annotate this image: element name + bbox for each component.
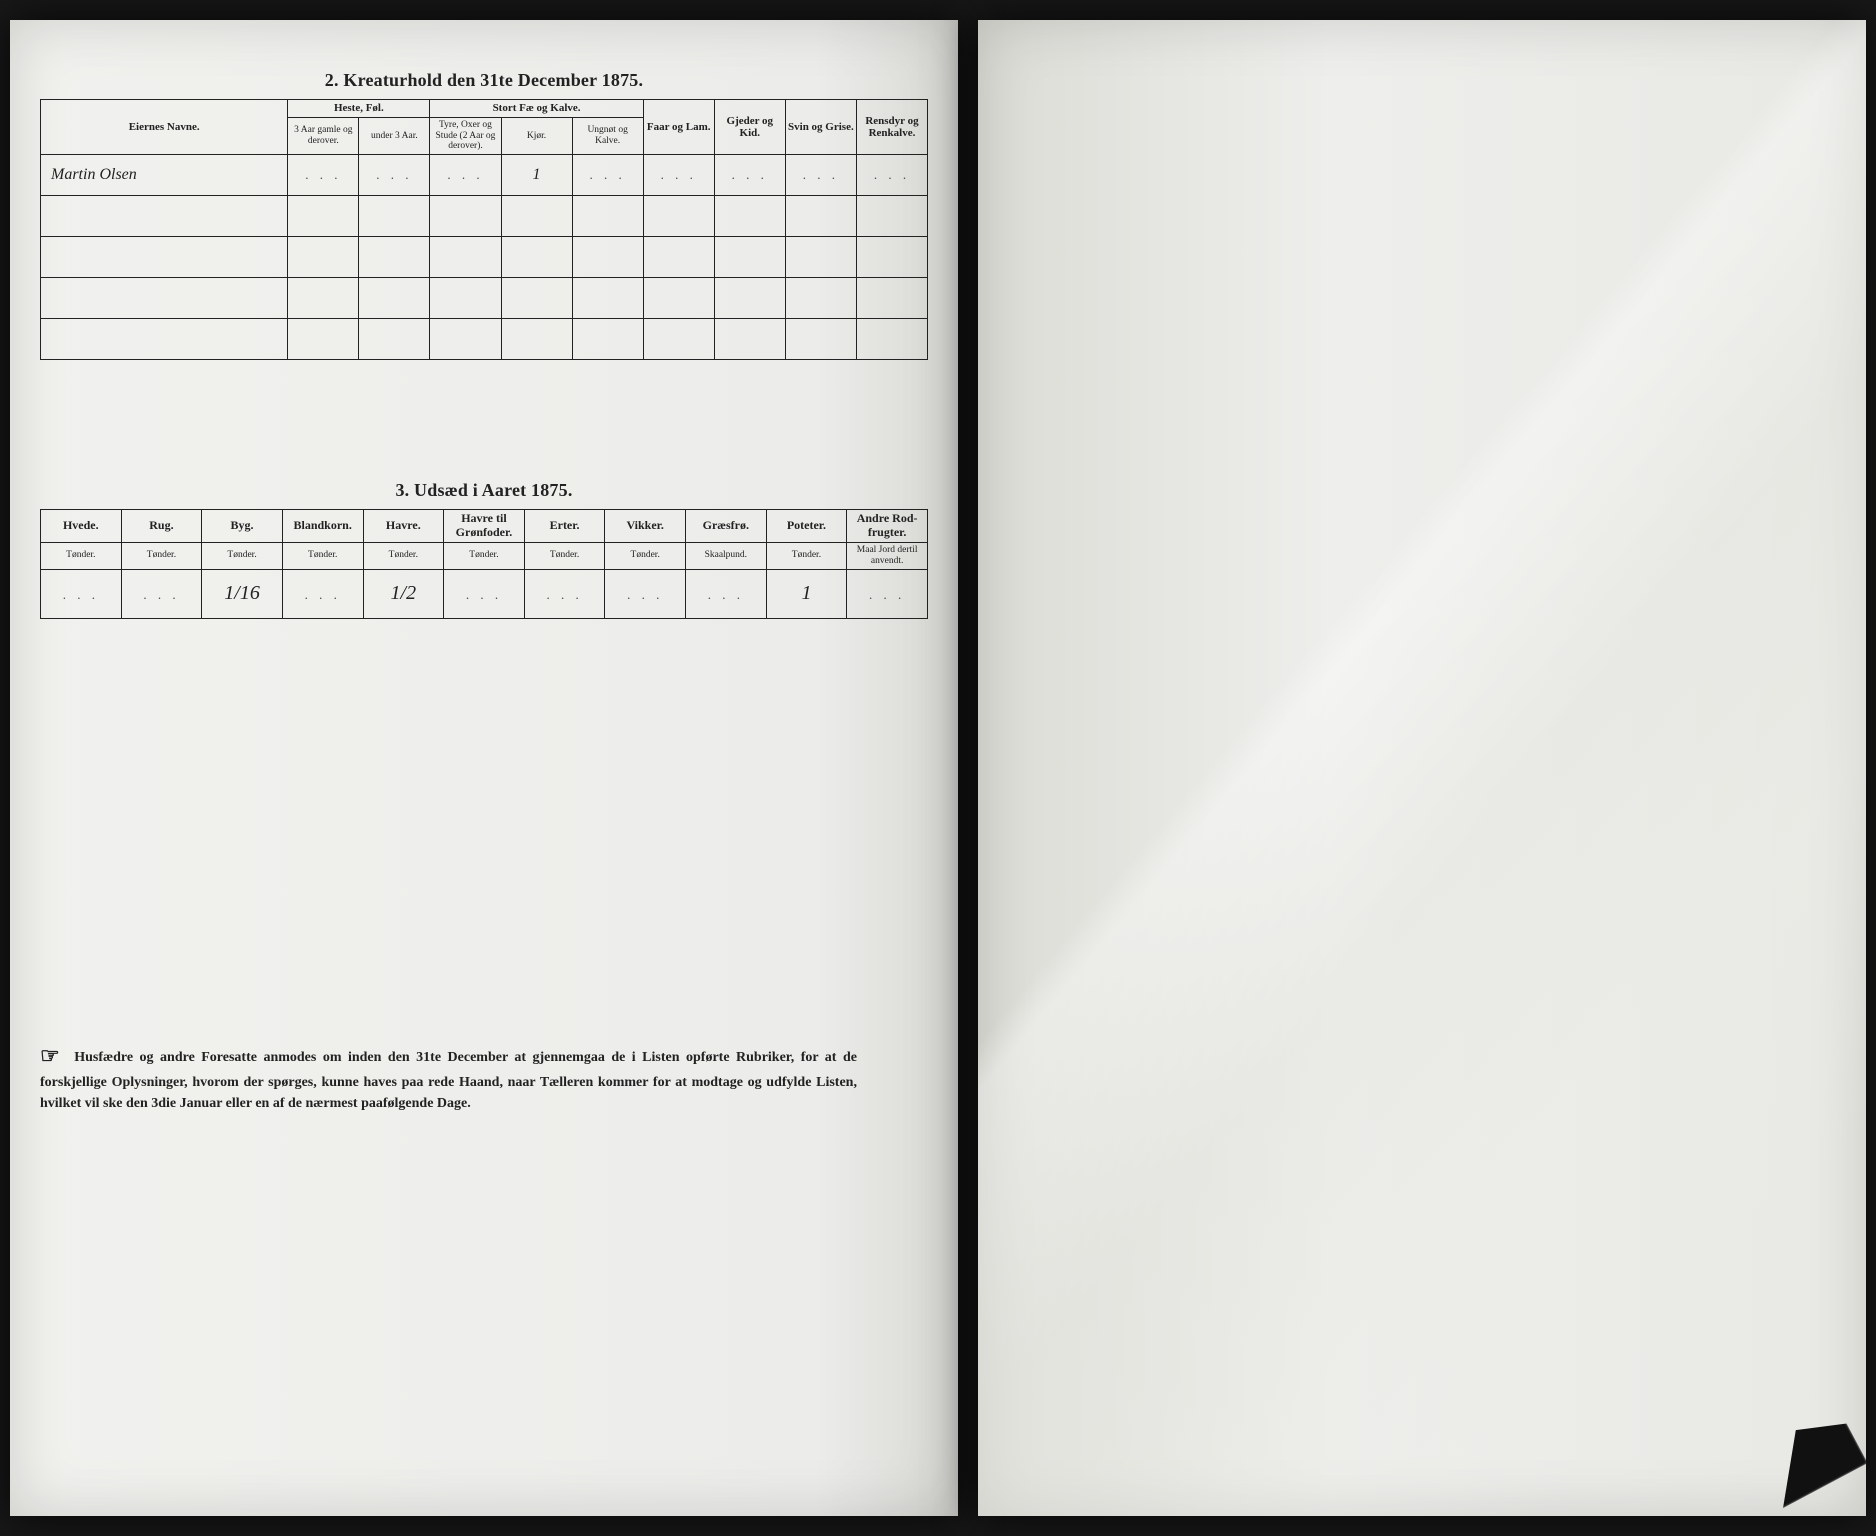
cell: 1 [501, 155, 572, 196]
cell: . . . [288, 155, 359, 196]
unit: Skaalpund. [686, 543, 767, 570]
col-fae: Stort Fæ og Kalve. [430, 100, 643, 118]
cell: . . . [444, 569, 525, 618]
cell: . . . [430, 155, 501, 196]
unit: Tønder. [282, 543, 363, 570]
pointing-hand-icon: ☞ [40, 1039, 60, 1072]
unit: Tønder. [41, 543, 122, 570]
cell: . . . [785, 155, 856, 196]
right-page [978, 20, 1866, 1516]
footnote-text: Husfædre og andre Foresatte anmodes om i… [40, 1050, 857, 1111]
cell: 1/2 [363, 569, 444, 618]
table-row [41, 196, 928, 237]
cell-name [41, 237, 288, 278]
cell: . . . [847, 569, 928, 618]
cell: . . . [856, 155, 927, 196]
col-gjeder: Gjeder og Kid. [714, 100, 785, 155]
col: Havre til Grønfoder. [444, 510, 525, 543]
table-row [41, 278, 928, 319]
col-rensdyr: Rensdyr og Renkalve. [856, 100, 927, 155]
cell-name: Martin Olsen [41, 155, 288, 196]
cell: . . . [282, 569, 363, 618]
unit: Tønder. [121, 543, 202, 570]
col-heste: Heste, Føl. [288, 100, 430, 118]
cell-name [41, 278, 288, 319]
cell: . . . [686, 569, 767, 618]
col: Græsfrø. [686, 510, 767, 543]
col: Havre. [363, 510, 444, 543]
cell: . . . [714, 155, 785, 196]
unit: Tønder. [202, 543, 283, 570]
col: Byg. [202, 510, 283, 543]
section2-title: 2. Kreaturhold den 31te December 1875. [40, 70, 928, 91]
col-name: Eiernes Navne. [41, 100, 288, 155]
col-heste-under3: under 3 Aar. [359, 117, 430, 155]
unit: Tønder. [766, 543, 847, 570]
unit: Tønder. [363, 543, 444, 570]
left-page: 2. Kreaturhold den 31te December 1875. E… [10, 20, 958, 1516]
col: Andre Rod-frugter. [847, 510, 928, 543]
seed-table: Hvede. Rug. Byg. Blandkorn. Havre. Havre… [40, 509, 928, 618]
table-row: Martin Olsen . . . . . . . . . 1 . . . .… [41, 155, 928, 196]
unit: Tønder. [444, 543, 525, 570]
col: Erter. [524, 510, 605, 543]
unit: Tønder. [524, 543, 605, 570]
unit: Tønder. [605, 543, 686, 570]
cell: . . . [41, 569, 122, 618]
col: Blandkorn. [282, 510, 363, 543]
col-heste-3aar: 3 Aar gamle og derover. [288, 117, 359, 155]
cell: 1 [766, 569, 847, 618]
footnote: ☞ Husfædre og andre Foresatte anmodes om… [40, 1039, 857, 1114]
book-spread: 2. Kreaturhold den 31te December 1875. E… [0, 0, 1876, 1536]
col-fae-ungnot: Ungnøt og Kalve. [572, 117, 643, 155]
cell: . . . [524, 569, 605, 618]
cell: 1/16 [202, 569, 283, 618]
table-row [41, 237, 928, 278]
col-faar: Faar og Lam. [643, 100, 714, 155]
livestock-table: Eiernes Navne. Heste, Føl. Stort Fæ og K… [40, 99, 928, 360]
cell: . . . [121, 569, 202, 618]
unit: Maal Jord dertil anvendt. [847, 543, 928, 570]
col-fae-tyre: Tyre, Oxer og Stude (2 Aar og derover). [430, 117, 501, 155]
cell-name [41, 196, 288, 237]
col: Rug. [121, 510, 202, 543]
col-svin: Svin og Grise. [785, 100, 856, 155]
cell-name [41, 319, 288, 360]
col: Hvede. [41, 510, 122, 543]
cell: . . . [605, 569, 686, 618]
col-fae-kjor: Kjør. [501, 117, 572, 155]
table-row [41, 319, 928, 360]
cell: . . . [643, 155, 714, 196]
table-row: . . . . . . 1/16 . . . 1/2 . . . . . . .… [41, 569, 928, 618]
col: Vikker. [605, 510, 686, 543]
section3-title: 3. Udsæd i Aaret 1875. [40, 480, 928, 501]
cell: . . . [572, 155, 643, 196]
col: Poteter. [766, 510, 847, 543]
cell: . . . [359, 155, 430, 196]
